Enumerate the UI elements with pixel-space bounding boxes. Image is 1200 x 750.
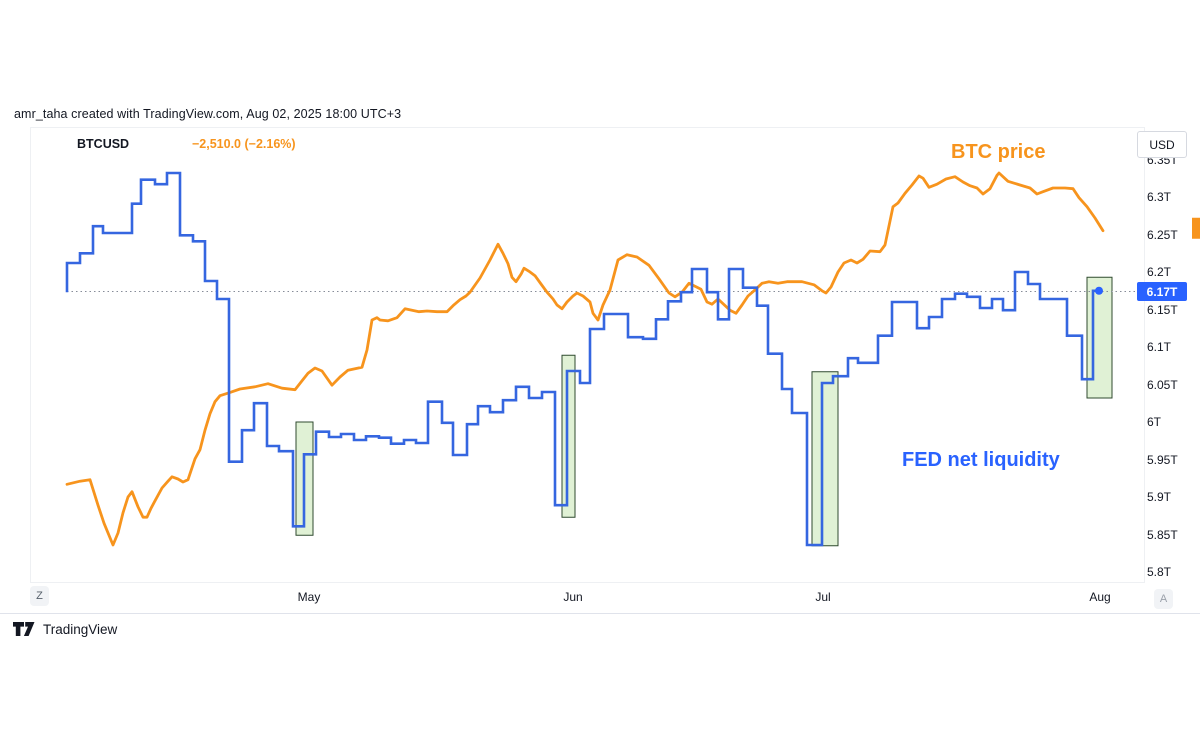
legend-symbol[interactable]: BTCUSD (77, 137, 130, 151)
btc-price-line (65, 171, 1105, 547)
price-axis-label: 6.25T (1147, 227, 1178, 242)
price-axis-label: 6.15T (1147, 302, 1178, 317)
price-axis-label: 6.1T (1147, 340, 1172, 354)
time-axis-label: Aug (1089, 590, 1111, 604)
attribution-text: amr_taha created with TradingView.com, A… (14, 107, 402, 121)
price-axis-label: 5.8T (1147, 565, 1172, 579)
highlight-box (811, 371, 839, 547)
price-axis-label: 6T (1147, 415, 1162, 429)
last-value-badge: 6.17T (1137, 282, 1187, 301)
time-axis-label: May (297, 590, 321, 604)
price-axis-label: 6.3T (1147, 190, 1172, 204)
price-axis-label: 6.05T (1147, 377, 1178, 392)
tradingview-icon (13, 622, 35, 636)
price-axis-label: 5.85T (1147, 527, 1178, 542)
tradingview-logo[interactable]: TradingView (13, 621, 117, 637)
time-axis-label: Jun (563, 590, 583, 604)
fed-net-liquidity-annotation[interactable]: FED net liquidity (902, 449, 1060, 471)
highlight-box (561, 354, 576, 518)
bottom-divider (0, 613, 1200, 614)
auto-scale-button[interactable]: A (1154, 589, 1173, 609)
price-axis-label: 5.9T (1147, 490, 1172, 504)
fed-net-liquidity-line (65, 171, 1099, 547)
btc-last-price-marker (1192, 217, 1200, 239)
price-axis-label: 6.2T (1147, 265, 1172, 279)
time-axis-label: Jul (815, 590, 831, 604)
series-end-dot (1095, 286, 1103, 295)
price-axis-label: 5.95T (1147, 452, 1178, 467)
highlight-box (1086, 276, 1113, 399)
currency-unit-button[interactable]: USD (1137, 131, 1187, 158)
legend-change-value: −2,510.0 (−2.16%) (192, 137, 296, 151)
timezone-button[interactable]: Z (30, 586, 49, 606)
tradingview-logo-text: TradingView (43, 621, 118, 637)
btc-price-annotation[interactable]: BTC price (951, 141, 1046, 163)
